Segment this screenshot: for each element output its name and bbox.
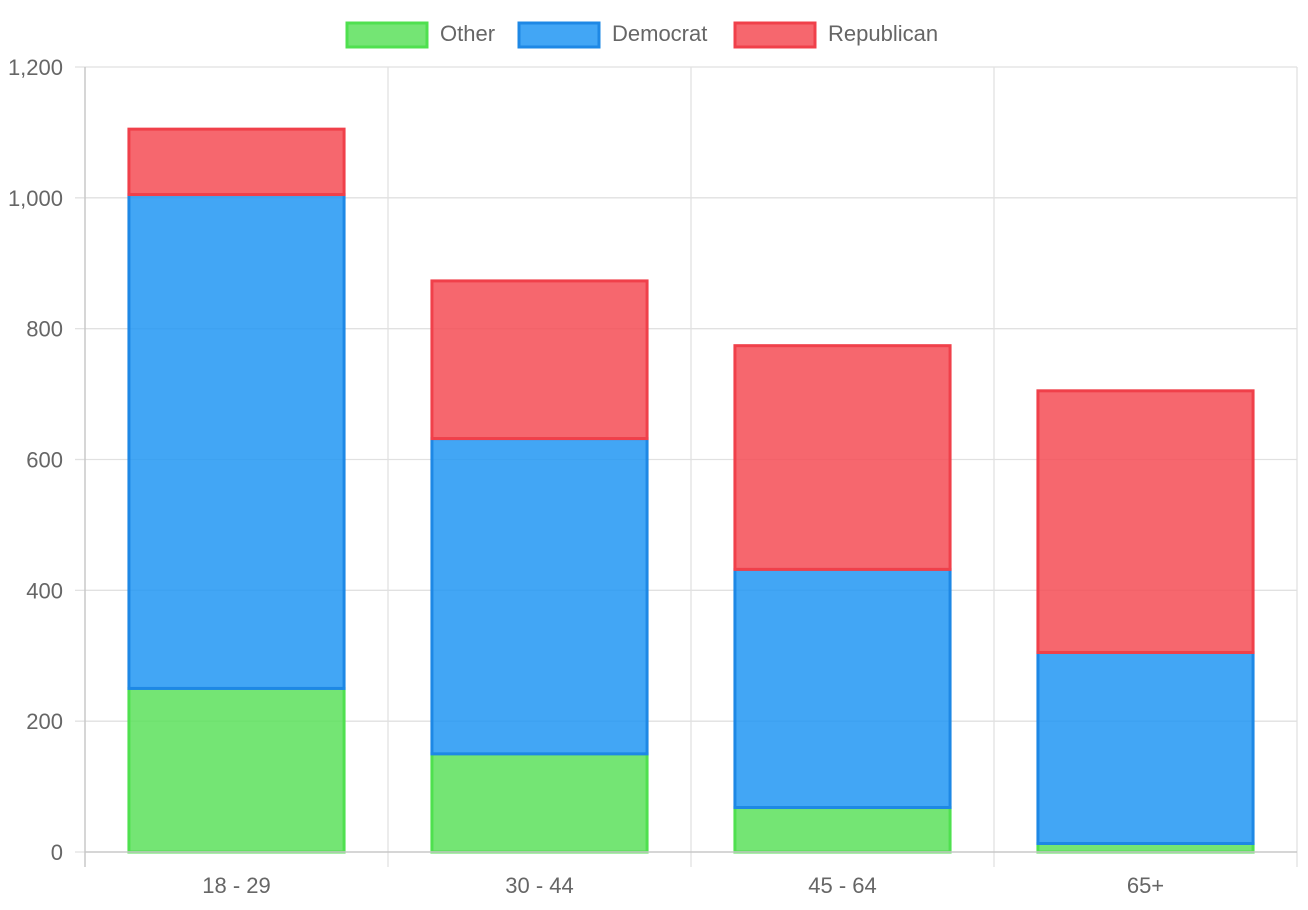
legend-swatch-republican[interactable] bbox=[733, 21, 817, 49]
bar-republican-3 bbox=[1036, 389, 1255, 654]
y-tick-label: 800 bbox=[26, 317, 63, 342]
x-tick-label: 65+ bbox=[1127, 873, 1164, 898]
y-tick-label: 600 bbox=[26, 448, 63, 473]
bar-republican-2 bbox=[733, 344, 952, 571]
y-tick-label: 1,200 bbox=[8, 55, 63, 80]
legend-swatch-other[interactable] bbox=[345, 21, 429, 49]
bar-democrat-0 bbox=[127, 193, 346, 690]
x-axis-ticks: 18 - 29 30 - 44 45 - 64 65+ bbox=[202, 873, 1164, 898]
bar-other-2 bbox=[733, 806, 952, 854]
bars bbox=[127, 127, 1255, 854]
x-tick-label: 18 - 29 bbox=[202, 873, 271, 898]
legend: Other Democrat Republican bbox=[345, 21, 938, 49]
y-tick-label: 200 bbox=[26, 709, 63, 734]
y-tick-label: 400 bbox=[26, 578, 63, 603]
y-tick-label: 0 bbox=[51, 840, 63, 865]
bar-other-1 bbox=[430, 752, 649, 854]
y-axis-ticks: 0 200 400 600 800 1,000 1,200 bbox=[8, 55, 63, 865]
bar-other-0 bbox=[127, 686, 346, 854]
y-tick-label: 1,000 bbox=[8, 186, 63, 211]
bar-republican-1 bbox=[430, 279, 649, 441]
x-tick-label: 30 - 44 bbox=[505, 873, 574, 898]
bar-republican-0 bbox=[127, 127, 346, 197]
legend-swatch-democrat[interactable] bbox=[517, 21, 601, 49]
x-tick-label: 45 - 64 bbox=[808, 873, 877, 898]
bar-democrat-2 bbox=[733, 567, 952, 810]
bar-democrat-1 bbox=[430, 437, 649, 756]
axes bbox=[84, 67, 1297, 867]
legend-label-republican[interactable]: Republican bbox=[828, 21, 938, 46]
legend-label-democrat[interactable]: Democrat bbox=[612, 21, 707, 46]
legend-label-other[interactable]: Other bbox=[440, 21, 495, 46]
bar-democrat-3 bbox=[1036, 650, 1255, 845]
